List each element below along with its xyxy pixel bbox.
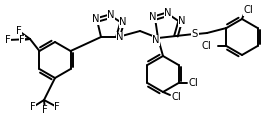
Text: N: N (152, 35, 160, 45)
Text: N: N (119, 17, 127, 27)
Text: F: F (42, 105, 48, 115)
Text: F: F (16, 26, 22, 36)
Text: Cl: Cl (189, 78, 198, 88)
Text: N: N (164, 8, 172, 18)
Text: Cl: Cl (202, 41, 211, 51)
Text: Cl: Cl (171, 92, 181, 102)
Text: Cl: Cl (243, 5, 253, 15)
Text: F: F (30, 102, 36, 112)
Text: N: N (116, 32, 124, 42)
Text: F: F (5, 35, 11, 45)
Text: N: N (149, 12, 157, 22)
Text: N: N (92, 14, 100, 24)
Text: F: F (19, 35, 25, 45)
Text: F: F (54, 102, 60, 112)
Text: S: S (192, 29, 198, 39)
Text: N: N (178, 16, 186, 26)
Text: N: N (107, 10, 115, 20)
